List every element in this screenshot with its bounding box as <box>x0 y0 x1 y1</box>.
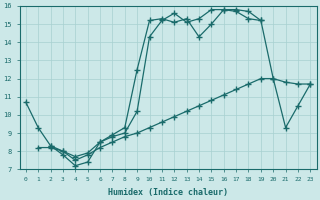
X-axis label: Humidex (Indice chaleur): Humidex (Indice chaleur) <box>108 188 228 197</box>
